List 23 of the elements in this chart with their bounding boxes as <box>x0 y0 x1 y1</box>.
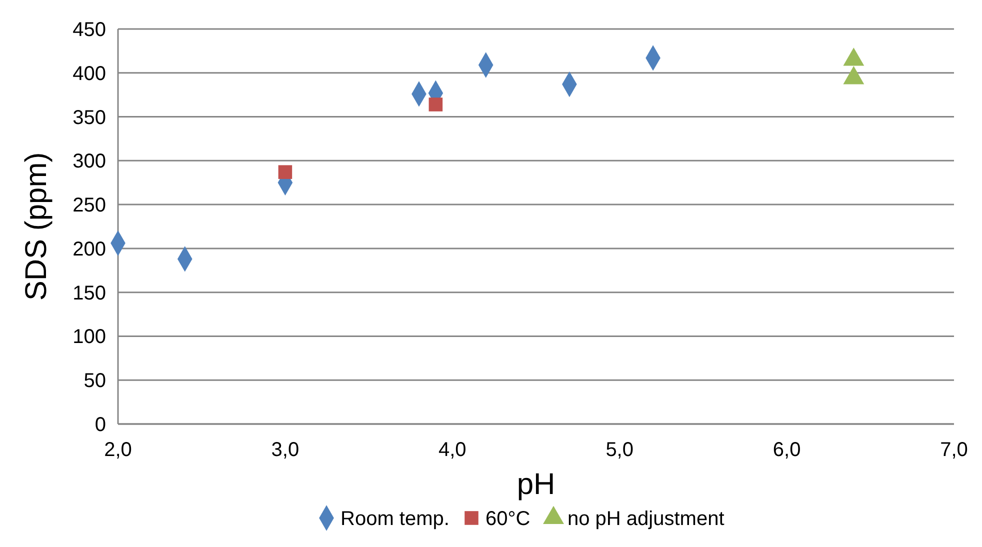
y-tick-label: 250 <box>72 194 106 217</box>
legend-label: 60°C <box>486 508 530 530</box>
x-axis-title: pH <box>516 468 556 501</box>
point <box>428 98 443 112</box>
y-tick-label: 50 <box>84 370 106 392</box>
y-tick-label: 200 <box>72 238 106 260</box>
y-tick-label: 300 <box>72 150 106 173</box>
point <box>278 165 292 179</box>
legend-label: Room temp. <box>340 508 450 530</box>
x-tick-label: 2,0 <box>104 439 132 461</box>
legend-label: no pH adjustment <box>568 508 725 530</box>
y-tick-label: 100 <box>72 326 106 348</box>
y-tick-label: 0 <box>94 414 106 436</box>
y-tick-label: 150 <box>72 282 106 304</box>
x-tick-label: 3,0 <box>271 439 300 461</box>
y-tick-label: 450 <box>72 19 106 41</box>
y-axis-title: SDS (ppm) <box>20 152 53 301</box>
y-tick-label: 400 <box>72 62 106 85</box>
x-tick-label: 5,0 <box>606 439 634 461</box>
x-tick-label: 6,0 <box>772 439 801 461</box>
y-tick-label: 350 <box>72 106 106 129</box>
x-tick-label: 7,0 <box>940 439 968 461</box>
x-tick-label: 4,0 <box>438 439 466 461</box>
